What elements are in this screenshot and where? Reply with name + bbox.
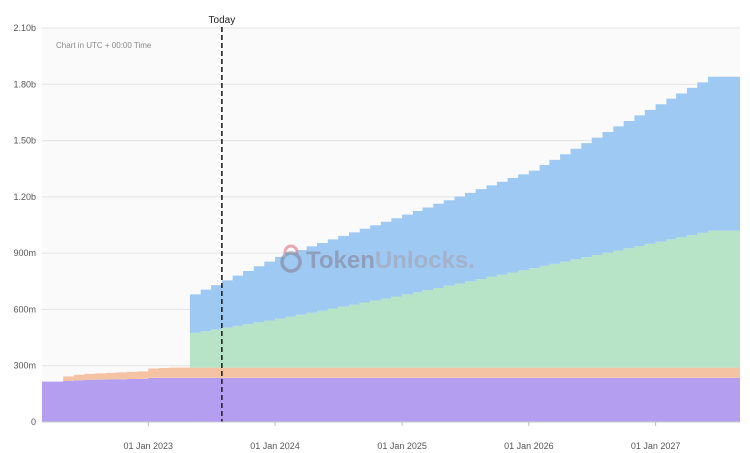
series-area-1 xyxy=(42,377,740,422)
series-area-3 xyxy=(42,230,740,382)
y-tick-label: 300m xyxy=(13,361,36,371)
svg-text:TokenUnlocks.: TokenUnlocks. xyxy=(306,247,475,274)
y-tick-label: 900m xyxy=(13,248,36,258)
y-tick-label: 1.20b xyxy=(13,192,36,202)
series-area-4 xyxy=(42,76,740,382)
axes: 0 300m 600m 900m 1.20b 1.50b 1.80b 2.10b 01 Jan … xyxy=(13,23,740,451)
y-tick-label: 1.80b xyxy=(13,79,36,89)
y-tick-label: 2.10b xyxy=(13,23,36,33)
x-tick-label: 01 Jan 2026 xyxy=(504,441,554,451)
series-areas xyxy=(42,76,740,422)
token-unlocks-watermark: TokenUnlocks. xyxy=(280,244,475,274)
watermark-brand: Token xyxy=(306,247,375,274)
y-tick-label: 0 xyxy=(31,417,36,427)
today-marker: Today xyxy=(209,15,236,422)
x-tick-label: 01 Jan 2023 xyxy=(123,441,173,451)
watermark-brand-accent: Unlocks. xyxy=(375,247,475,274)
series-area-2 xyxy=(42,367,740,382)
today-label: Today xyxy=(209,15,236,26)
x-tick-label: 01 Jan 2024 xyxy=(250,441,300,451)
y-tick-label: 1.50b xyxy=(13,136,36,146)
x-tick-label: 01 Jan 2025 xyxy=(377,441,427,451)
y-tick-label: 600m xyxy=(13,304,36,314)
padlock-icon xyxy=(280,244,302,273)
chart-note: Chart in UTC + 00:00 Time xyxy=(56,41,152,50)
x-tick-label: 01 Jan 2027 xyxy=(631,441,681,451)
